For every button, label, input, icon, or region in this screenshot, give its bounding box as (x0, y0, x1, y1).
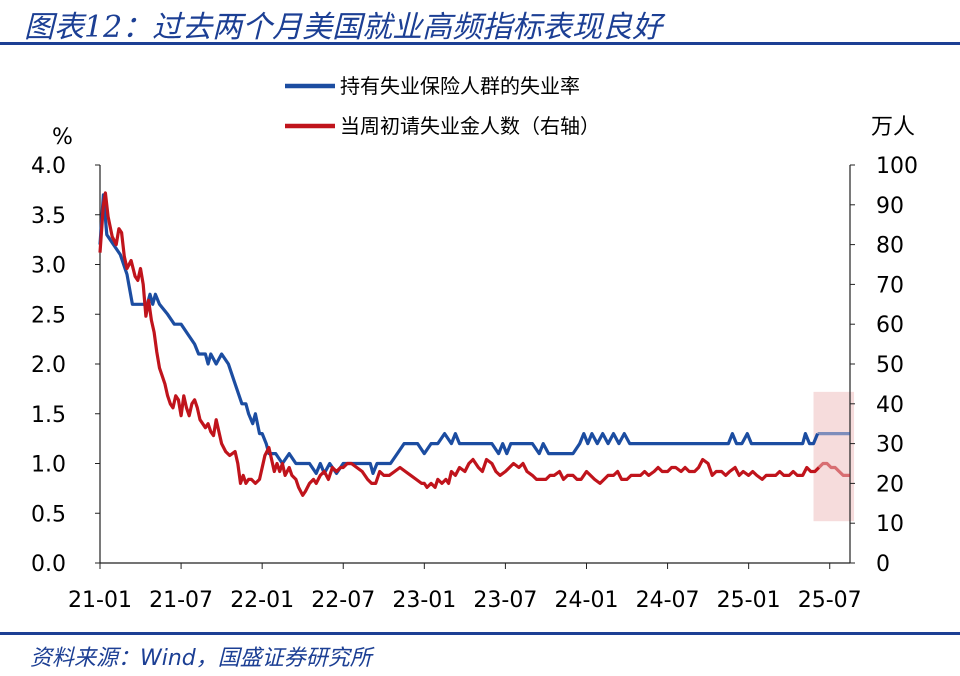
y-left-tick-label: 3.0 (31, 254, 66, 279)
y-left-tick-label: 2.5 (31, 303, 66, 328)
y-right-unit-label: 万人 (871, 115, 915, 140)
x-tick-label: 22-07 (311, 588, 375, 610)
y-right-tick-label: 80 (876, 234, 904, 259)
chart-canvas: 0.0 0.5 1.0 1.5 2.0 2.5 3.0 3.5 4.0% 0 10 20 30 40 50 6… (31, 74, 918, 610)
series-layer (98, 191, 850, 497)
y-left-tick-label: 1.0 (31, 453, 66, 478)
y-left-tick-label: 0.5 (31, 502, 66, 527)
y-right-tick-label: 20 (876, 472, 904, 497)
highlight-layer (813, 391, 855, 522)
y-left-tick-label: 1.5 (31, 403, 66, 428)
y-right-tick-label: 0 (876, 552, 890, 577)
y-left-tick-label: 4.0 (31, 154, 66, 179)
title-divider (0, 42, 960, 45)
x-tick-label: 25-01 (717, 588, 781, 610)
x-tick-label: 24-07 (636, 588, 700, 610)
legend-label-initial-claims: 当周初请失业金人数（右轴） (340, 114, 600, 138)
y-right-tick-label: 90 (876, 194, 904, 219)
y-left-tick-label: 2.0 (31, 353, 66, 378)
unemployment-rate-line (98, 193, 820, 475)
initial-claims-line (98, 191, 821, 497)
source-note: 资料来源：Wind，国盛证券研究所 (30, 646, 372, 671)
y-right-tick-label: 60 (876, 313, 904, 338)
y-right-tick-label: 10 (876, 512, 904, 537)
x-tick-label: 23-07 (473, 588, 537, 610)
highlight-box (813, 391, 855, 522)
chart-title: 图表12：过去两个月美国就业高频指标表现良好 (24, 10, 663, 45)
x-tick-label: 24-01 (555, 588, 619, 610)
initial-claims-recent-line (817, 461, 850, 477)
y-right-tick-label: 50 (876, 353, 904, 378)
y-right-tick-label: 70 (876, 273, 904, 298)
y-right-tick-label: 40 (876, 393, 904, 418)
axes-layer: 0.0 0.5 1.0 1.5 2.0 2.5 3.0 3.5 4.0% 0 10 20 30 40 50 6… (31, 115, 918, 610)
y-left-tick-label: 0.0 (31, 552, 66, 577)
y-left-tick-label: 3.5 (31, 204, 66, 229)
footer-divider (0, 632, 960, 635)
legend-label-unemployment-rate: 持有失业保险人群的失业率 (340, 74, 580, 98)
x-tick-label: 25-07 (798, 588, 862, 610)
y-left-unit-label: % (52, 125, 73, 150)
x-tick-label: 23-01 (392, 588, 456, 610)
x-tick-label: 22-01 (230, 588, 294, 610)
x-tick-label: 21-01 (68, 588, 132, 610)
y-right-tick-label: 30 (876, 433, 904, 458)
x-tick-label: 21-07 (149, 588, 213, 610)
y-right-tick-label: 100 (876, 154, 918, 179)
